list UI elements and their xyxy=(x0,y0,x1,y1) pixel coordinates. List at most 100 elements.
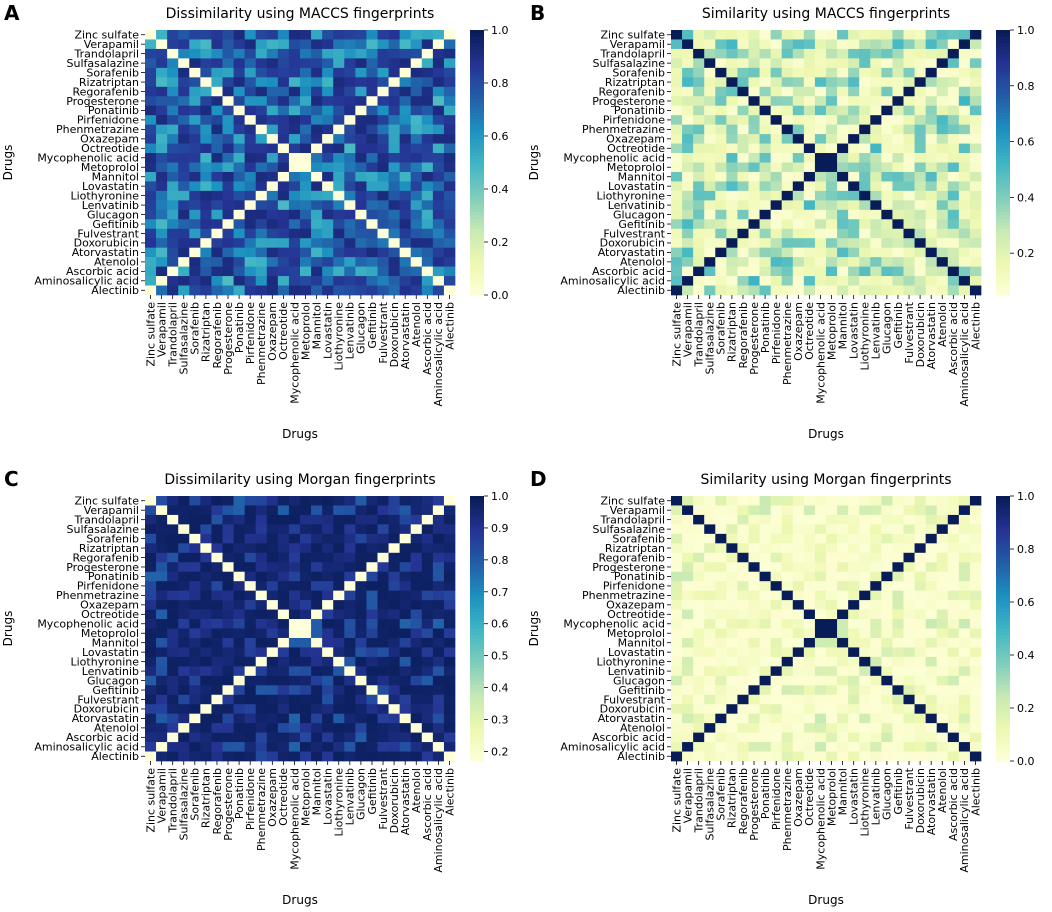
heatmap-cell xyxy=(288,647,301,658)
heatmap-cell xyxy=(803,524,816,535)
heatmap-cell xyxy=(211,162,223,173)
heatmap-cell xyxy=(443,247,456,258)
heatmap-cell xyxy=(222,742,234,752)
heatmap-cell xyxy=(936,628,949,639)
heatmap-cell xyxy=(377,685,389,696)
colorbar-segment xyxy=(996,721,1010,726)
heatmap-cell xyxy=(826,600,838,610)
heatmap-cell xyxy=(903,285,915,296)
heatmap-cell xyxy=(914,181,926,192)
heatmap-cell xyxy=(903,637,915,648)
heatmap-cell xyxy=(748,153,760,163)
heatmap-cell xyxy=(233,647,245,658)
heatmap-cell xyxy=(355,571,367,582)
heatmap-cell xyxy=(693,153,705,163)
heatmap-cell xyxy=(366,238,378,249)
x-tick-label: Rizatriptan xyxy=(200,302,213,362)
heatmap-cell xyxy=(671,628,683,639)
heatmap-cell xyxy=(859,505,871,516)
heatmap-cell xyxy=(222,723,234,733)
y-tick-label: Lovastatin xyxy=(608,180,665,193)
heatmap-cell xyxy=(344,496,356,506)
heatmap-cell xyxy=(377,543,389,554)
heatmap-cell xyxy=(781,552,794,563)
y-tick-label: Rizatriptan xyxy=(79,542,139,555)
heatmap-cell xyxy=(881,647,893,658)
heatmap-cell xyxy=(947,39,960,50)
heatmap-cell xyxy=(366,590,378,601)
heatmap-cell xyxy=(947,619,960,629)
heatmap-cell xyxy=(145,153,157,163)
heatmap-cell xyxy=(211,732,223,743)
heatmap-cell xyxy=(432,628,445,639)
colorbar-segment xyxy=(996,608,1010,613)
heatmap-cell xyxy=(770,694,783,705)
heatmap-cell xyxy=(881,228,893,239)
heatmap-cell xyxy=(145,285,157,296)
heatmap-cell xyxy=(892,115,904,125)
heatmap-cell xyxy=(781,285,794,296)
colorbar-segment xyxy=(996,109,1010,114)
heatmap-cell xyxy=(388,58,400,69)
heatmap-cell xyxy=(814,628,827,639)
heatmap-cell xyxy=(936,524,949,535)
heatmap-cell xyxy=(156,285,168,296)
heatmap-cell xyxy=(671,153,683,163)
heatmap-cell xyxy=(925,533,938,544)
heatmap-cell xyxy=(167,238,179,249)
heatmap-cell xyxy=(881,153,893,163)
heatmap-cell xyxy=(432,514,445,525)
heatmap-cell xyxy=(266,656,279,667)
heatmap-cell xyxy=(200,162,212,173)
colorbar-segment xyxy=(996,169,1010,173)
heatmap-cell xyxy=(311,124,323,135)
heatmap-cell xyxy=(244,751,257,762)
heatmap-cell xyxy=(200,514,212,525)
heatmap-cell xyxy=(244,190,257,201)
colorbar-segment xyxy=(470,255,484,260)
heatmap-cell xyxy=(748,675,760,686)
heatmap-cell xyxy=(682,48,694,59)
heatmap-cell xyxy=(377,675,389,686)
heatmap-cell xyxy=(311,533,323,544)
heatmap-cell xyxy=(255,675,268,686)
heatmap-cell xyxy=(737,30,749,40)
heatmap-cell xyxy=(178,266,190,277)
heatmap-cell xyxy=(410,162,423,173)
chart-title: Similarity using MACCS fingerprints xyxy=(702,6,950,22)
heatmap-cell xyxy=(726,533,738,544)
heatmap-cell xyxy=(870,247,882,258)
heatmap-cell xyxy=(848,162,860,173)
heatmap-cell xyxy=(432,552,445,563)
heatmap-cell xyxy=(781,219,794,230)
heatmap-cell xyxy=(266,496,279,506)
heatmap-cell xyxy=(366,742,378,752)
heatmap-cell xyxy=(355,533,367,544)
heatmap-cell xyxy=(947,685,960,696)
heatmap-cell xyxy=(167,96,179,107)
colorbar-tick-label: 0.0 xyxy=(1017,755,1035,768)
heatmap-cell xyxy=(947,628,960,639)
heatmap-cell xyxy=(189,200,201,211)
heatmap-cell xyxy=(200,666,212,677)
heatmap-cell xyxy=(222,524,234,535)
heatmap-cell xyxy=(881,162,893,173)
heatmap-cell xyxy=(892,247,904,258)
heatmap-cell xyxy=(682,162,694,173)
heatmap-cell xyxy=(903,732,915,743)
heatmap-cell xyxy=(145,732,157,743)
heatmap-cell xyxy=(255,124,268,135)
heatmap-cell xyxy=(277,96,290,107)
heatmap-cell xyxy=(322,247,334,258)
heatmap-cell xyxy=(156,571,168,582)
heatmap-cell xyxy=(255,143,268,154)
heatmap-cell xyxy=(881,694,893,705)
heatmap-cell xyxy=(837,276,849,286)
heatmap-cell xyxy=(704,247,716,258)
heatmap-cell xyxy=(958,751,971,762)
colorbar-tick-label: 0.5 xyxy=(491,650,509,663)
heatmap-cell xyxy=(399,67,412,78)
heatmap-cell xyxy=(870,200,882,211)
heatmap-cell xyxy=(322,628,334,639)
heatmap-cell xyxy=(715,276,727,286)
